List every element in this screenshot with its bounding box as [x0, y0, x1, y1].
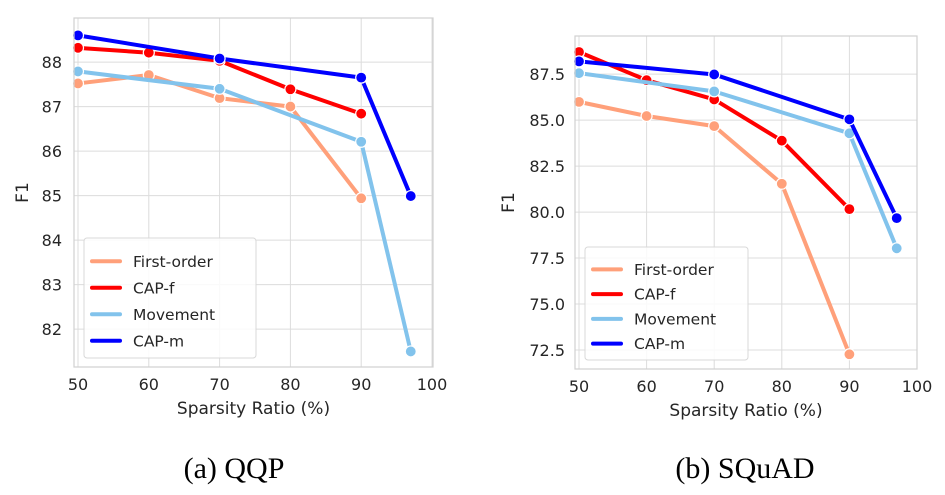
data-point — [890, 242, 903, 255]
legend-item: CAP-m — [90, 332, 184, 350]
data-point — [708, 68, 721, 81]
x-tick-label: 50 — [68, 375, 88, 394]
data-point — [640, 109, 653, 123]
data-point — [572, 55, 586, 68]
series-first-order — [572, 95, 856, 361]
data-point — [284, 83, 297, 96]
data-point — [71, 77, 85, 90]
data-point — [775, 177, 788, 190]
data-point — [708, 85, 721, 98]
plot-frame — [73, 17, 434, 368]
legend-label: CAP-m — [133, 332, 184, 350]
x-tick-label: 60 — [636, 377, 656, 396]
data-point — [843, 348, 856, 361]
legend-label: Movement — [133, 306, 215, 324]
legend-item: Movement — [90, 306, 215, 324]
data-point — [355, 192, 368, 205]
y-tick-label: 72.5 — [529, 341, 565, 360]
y-tick-label: 85.0 — [529, 111, 565, 130]
series-line — [76, 33, 413, 199]
data-point — [404, 345, 417, 358]
data-point — [71, 29, 85, 42]
legend-label: CAP-f — [133, 279, 175, 297]
y-tick-label: 77.5 — [529, 249, 565, 268]
legend: First-order CAP-f Movement CAP-m — [584, 246, 749, 361]
y-tick-label: 87 — [42, 98, 62, 117]
series-line — [577, 59, 899, 221]
data-point — [213, 52, 226, 65]
y-tick-label: 75.0 — [529, 295, 565, 314]
chart-qqp: First-order CAP-f Movement CAP-m 50 60 70 80 90… — [13, 17, 448, 485]
legend-box — [83, 237, 257, 359]
legend-label: CAP-m — [634, 335, 685, 353]
x-tick-label: 100 — [417, 375, 448, 394]
legend: First-order CAP-f Movement CAP-m — [83, 237, 257, 359]
legend-label: CAP-f — [634, 286, 676, 304]
legend-item: First-order — [591, 261, 714, 279]
legend-label: First-order — [133, 253, 213, 271]
chart-squad: First-order CAP-f Movement CAP-m 50 60 70 80 90… — [499, 35, 933, 485]
data-point — [572, 67, 586, 80]
y-axis-label: F1 — [13, 182, 33, 203]
x-tick-label: 50 — [569, 377, 589, 396]
x-tick-label: 60 — [139, 375, 159, 394]
y-tick-label: 82 — [42, 320, 62, 339]
x-tick-label: 70 — [704, 377, 724, 396]
data-point — [71, 41, 85, 54]
x-tick-label: 90 — [351, 375, 371, 394]
data-point — [355, 107, 368, 120]
legend-item: CAP-f — [591, 286, 676, 304]
series-movement — [71, 65, 417, 358]
caption: (a) QQP — [184, 452, 285, 485]
y-tick-label: 82.5 — [529, 157, 565, 176]
data-point — [404, 189, 417, 203]
y-tick-label: 87.5 — [529, 65, 565, 84]
data-point — [572, 95, 586, 108]
y-axis-label: F1 — [499, 192, 519, 213]
y-tick-label: 84 — [42, 231, 62, 250]
series-line — [76, 69, 413, 354]
data-point — [213, 82, 226, 95]
x-tick-label: 100 — [902, 377, 933, 396]
x-axis-label: Sparsity Ratio (%) — [177, 399, 330, 419]
data-point — [71, 65, 85, 78]
legend-box — [584, 246, 749, 361]
y-tick-label: 88 — [42, 53, 62, 72]
legend-item: Movement — [591, 310, 716, 328]
legend-item: First-order — [90, 253, 213, 271]
data-point — [355, 135, 368, 148]
plot-frame — [574, 35, 918, 370]
series-movement — [572, 67, 903, 255]
data-point — [890, 212, 903, 225]
series-cap-m — [71, 29, 417, 203]
data-point — [284, 100, 297, 113]
caption: (b) SQuAD — [675, 452, 814, 485]
x-axis-label: Sparsity Ratio (%) — [669, 401, 822, 421]
y-tick-label: 83 — [42, 276, 62, 295]
series-cap-m — [572, 55, 903, 225]
data-point — [355, 71, 368, 84]
legend-label: Movement — [634, 310, 716, 328]
series-line — [577, 71, 899, 251]
x-tick-label: 80 — [280, 375, 300, 394]
data-point — [708, 120, 721, 133]
legend-item: CAP-m — [591, 335, 685, 353]
legend-label: First-order — [634, 261, 714, 279]
data-point — [843, 113, 856, 126]
y-tick-label: 85 — [42, 187, 62, 206]
data-point — [775, 134, 788, 147]
x-tick-label: 80 — [772, 377, 792, 396]
x-tick-label: 70 — [209, 375, 229, 394]
y-tick-label: 80.0 — [529, 203, 565, 222]
data-point — [843, 203, 856, 216]
y-tick-label: 86 — [42, 142, 62, 161]
x-tick-label: 90 — [839, 377, 859, 396]
legend-item: CAP-f — [90, 279, 175, 297]
